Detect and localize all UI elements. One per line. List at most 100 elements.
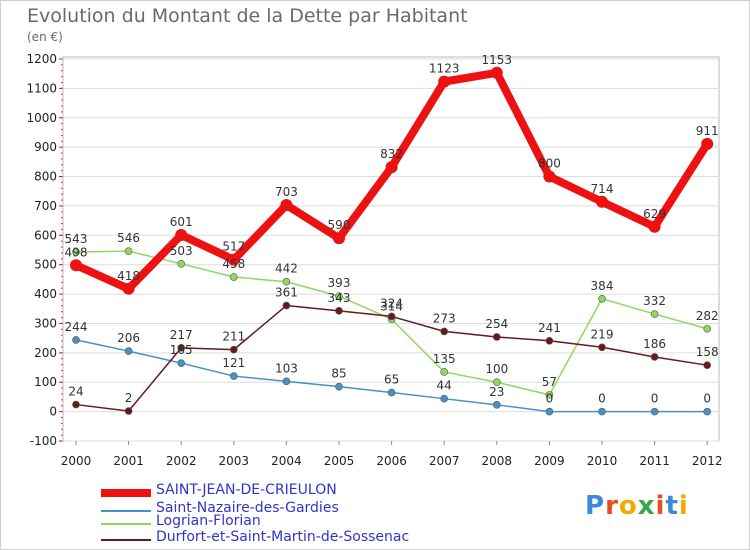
y-tick-label: 900	[34, 140, 57, 154]
axes: -100010020030040050060070080090010001100…	[26, 52, 722, 468]
data-label: 85	[331, 367, 346, 381]
data-label: 503	[170, 244, 193, 258]
data-point	[598, 407, 606, 416]
data-label: 0	[546, 392, 554, 406]
x-tick-label: 2005	[324, 454, 355, 468]
data-label: 103	[275, 361, 298, 375]
data-label: 517	[222, 240, 245, 254]
line-chart: -100010020030040050060070080090010001100…	[26, 52, 722, 468]
data-label: 393	[328, 276, 351, 290]
y-tick-label: -100	[30, 434, 57, 448]
data-label: 100	[485, 362, 508, 376]
data-label: 498	[65, 245, 88, 259]
data-point	[650, 353, 659, 361]
data-point	[703, 407, 712, 416]
data-label: 1123	[429, 62, 460, 76]
data-label: 219	[591, 327, 614, 341]
data-point	[492, 378, 501, 387]
data-label: 57	[542, 375, 557, 389]
legend-item-saint-jean: SAINT-JEAN-DE-CRIEULON	[101, 482, 481, 501]
x-tick-label: 2007	[429, 454, 460, 468]
y-tick-label: 700	[34, 199, 57, 213]
data-point	[124, 247, 133, 255]
y-tick-label: 600	[34, 228, 57, 242]
data-label: 1153	[482, 53, 513, 67]
data-label: 546	[117, 231, 140, 245]
data-label: 158	[696, 345, 719, 359]
x-tick-label: 2003	[219, 454, 250, 468]
data-point	[701, 137, 714, 150]
data-label: 0	[651, 392, 659, 406]
data-point	[282, 301, 291, 310]
logo-letter: t	[665, 491, 679, 521]
logo-letter: r	[605, 491, 619, 521]
logo-letter: o	[618, 491, 638, 521]
legend-swatch	[101, 539, 151, 541]
data-point	[72, 400, 80, 409]
data-label: 703	[275, 185, 298, 199]
data-label: 332	[643, 294, 666, 308]
data-label: 418	[117, 269, 140, 283]
y-tick-label: 400	[34, 287, 57, 301]
logo-letter: P	[585, 491, 606, 521]
proxiti-logo: Proxiti	[585, 491, 689, 521]
data-point	[72, 248, 80, 256]
data-point	[385, 161, 398, 174]
data-label: 590	[328, 218, 351, 232]
y-tick-label: 1000	[26, 111, 57, 125]
data-point	[648, 220, 661, 233]
data-label: 314	[380, 299, 403, 313]
data-point	[72, 336, 80, 344]
legend-label: SAINT-JEAN-DE-CRIEULON	[156, 482, 337, 498]
series-group	[70, 66, 714, 416]
data-labels: 498 418 601 517 703 590 832 1123 1153 800 714 629 91…	[65, 53, 719, 406]
x-tick-label: 2004	[271, 454, 302, 468]
data-label: 714	[591, 182, 614, 196]
y-tick-label: 100	[34, 375, 57, 389]
data-point	[230, 273, 238, 281]
x-tick-label: 2012	[692, 454, 723, 468]
data-label: 217	[170, 328, 193, 342]
x-tick-label: 2006	[376, 454, 407, 468]
data-point	[177, 344, 185, 352]
data-point	[282, 277, 291, 286]
legend-item-saint-nazaire: Saint-Nazaire-des-Gardies	[101, 500, 481, 519]
logo-letter: i	[678, 491, 689, 521]
data-point	[122, 282, 135, 295]
data-point	[440, 327, 449, 336]
data-point	[438, 75, 451, 88]
data-label: 458	[222, 257, 245, 271]
y-tick-label: 800	[34, 170, 57, 184]
data-point	[124, 407, 133, 415]
legend-label: Durfort-et-Saint-Martin-de-Sossenac	[156, 529, 410, 545]
data-label: 186	[643, 337, 666, 351]
data-label: 121	[222, 356, 245, 370]
data-label: 244	[65, 320, 88, 334]
data-label: 911	[696, 124, 719, 138]
data-label: 800	[538, 157, 561, 171]
data-point	[280, 199, 293, 212]
data-label: 44	[437, 379, 452, 393]
data-label: 135	[433, 352, 456, 366]
data-point	[230, 345, 238, 354]
y-tick-label: 1100	[26, 81, 57, 95]
x-tick-label: 2011	[639, 454, 670, 468]
data-point	[177, 260, 185, 268]
data-point	[650, 310, 659, 318]
x-tick-label: 2009	[534, 454, 565, 468]
logo-letter: x	[637, 491, 656, 521]
data-label: 165	[170, 343, 193, 357]
legend-label: Logrian-Florian	[156, 513, 261, 529]
chart-title: Evolution du Montant de la Dette par Hab…	[27, 5, 468, 27]
data-label: 273	[433, 311, 456, 325]
data-label: 254	[485, 317, 508, 331]
x-tick-label: 2001	[113, 454, 144, 468]
data-label: 0	[703, 392, 711, 406]
data-point	[492, 401, 501, 409]
data-label: 601	[170, 215, 193, 229]
data-label: 543	[65, 232, 88, 246]
legend-label: Saint-Nazaire-des-Gardies	[156, 500, 339, 516]
data-point	[596, 195, 608, 208]
logo-letter: i	[655, 491, 666, 521]
data-point	[333, 232, 345, 245]
